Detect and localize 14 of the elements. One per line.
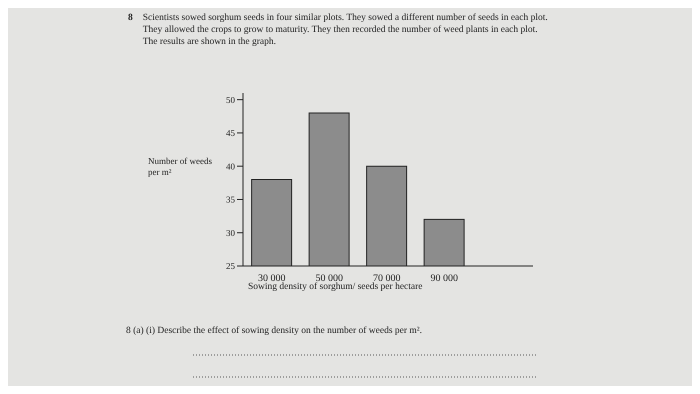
x-tick-label: 30 000 [258, 273, 286, 284]
x-tick-label: 70 000 [373, 273, 400, 284]
y-tick-label: 50 [226, 94, 236, 105]
chart-title: Scientists sowed sorghum seeds in four similar plots. They sowed a different number of seeds in each plot. They allowed the crops to grow to maturity. They then recorded the number of weed plants in each plot. The results are shown in the graph. [142, 12, 548, 48]
x-axis-title: Sowing density of sorghum/ seeds per hectare [248, 282, 422, 292]
y-tick-label: 25 [226, 261, 236, 272]
y-tick-label: 40 [226, 161, 236, 172]
y-axis-title: Number of weeds per m² [148, 156, 213, 178]
y-tick-label: 45 [226, 128, 236, 138]
y-tick-label: 35 [226, 194, 236, 205]
text: 8 (a) (i) Describe the effect of sowing density on the number of weeds per m². [126, 326, 422, 336]
x-tick-label: 90 000 [430, 273, 458, 284]
y-tick-label: 30 [226, 228, 236, 238]
text: 8 [128, 12, 133, 25]
